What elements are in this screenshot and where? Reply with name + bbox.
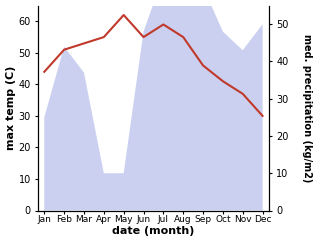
Y-axis label: med. precipitation (kg/m2): med. precipitation (kg/m2): [302, 34, 313, 182]
X-axis label: date (month): date (month): [112, 227, 195, 236]
Y-axis label: max temp (C): max temp (C): [5, 66, 16, 150]
